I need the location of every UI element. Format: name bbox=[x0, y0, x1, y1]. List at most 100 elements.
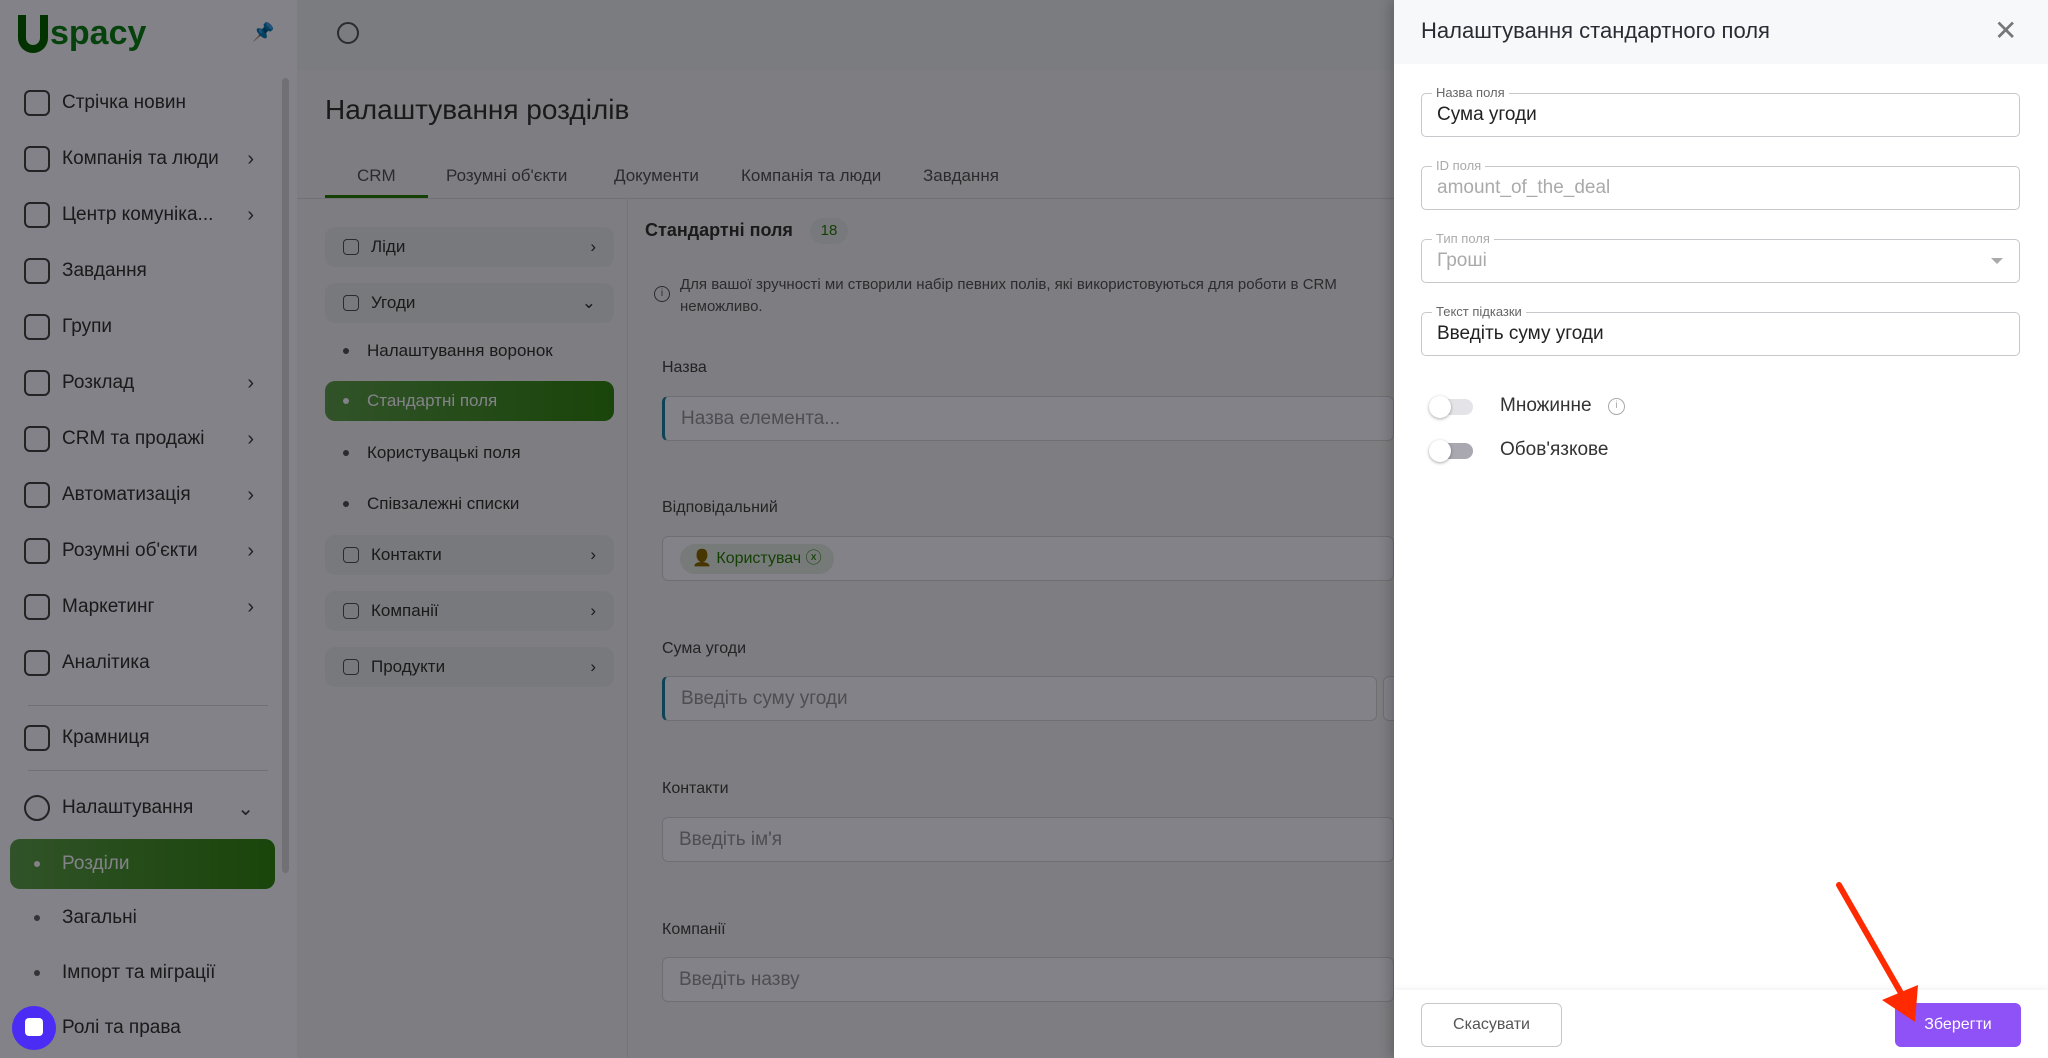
close-icon[interactable]: ✕ bbox=[1994, 15, 2018, 46]
value: Гроші bbox=[1437, 250, 1487, 271]
sidebar-item[interactable]: Розумні об'єкти › bbox=[24, 531, 274, 571]
chevron-right-icon: › bbox=[247, 483, 254, 506]
divider bbox=[627, 198, 628, 1058]
companies-input[interactable]: Введіть назву bbox=[662, 957, 1394, 1002]
sidebar-item[interactable]: Розклад › bbox=[24, 363, 274, 403]
label: Маркетинг bbox=[62, 596, 155, 617]
sidebar-item[interactable]: Стрічка новин bbox=[24, 83, 274, 123]
label: Користувацькі поля bbox=[367, 443, 521, 462]
sidebar-item[interactable]: Маркетинг › bbox=[24, 587, 274, 627]
list-sub-custom-fields[interactable]: Користувацькі поля bbox=[325, 433, 614, 473]
dimmed-page-behind-modal[interactable]: spacy 📌 Стрічка новин Компанія та люди › Це… bbox=[0, 0, 1401, 1058]
chevron-right-icon: › bbox=[247, 595, 254, 618]
hint-text-input[interactable]: Текст підказки Введіть суму угоди bbox=[1421, 304, 2020, 356]
divider bbox=[297, 198, 1394, 199]
sidebar-item[interactable]: Автоматизація › bbox=[24, 475, 274, 515]
label: Автоматизація bbox=[62, 484, 191, 505]
chevron-right-icon: › bbox=[247, 147, 254, 170]
gear-icon bbox=[24, 795, 50, 821]
cancel-button[interactable]: Скасувати bbox=[1421, 1003, 1562, 1047]
count-badge: 18 bbox=[810, 218, 848, 244]
chevron-down-icon: ⌄ bbox=[581, 293, 596, 312]
label: Співзалежні списки bbox=[367, 494, 520, 513]
user-chip[interactable]: 👤 Користувач ⓧ bbox=[680, 544, 834, 574]
store-icon bbox=[24, 725, 50, 751]
page-title: Налаштування розділів bbox=[325, 94, 630, 125]
list-sub-standard-fields[interactable]: Стандартні поля bbox=[325, 381, 614, 421]
sidebar-item[interactable]: Завдання bbox=[24, 251, 274, 291]
list-item-deals[interactable]: Угоди ⌄ bbox=[325, 283, 614, 323]
info-icon[interactable]: i bbox=[1608, 398, 1625, 415]
chart-icon bbox=[24, 650, 50, 676]
info-note: i Для вашої зручності ми створили набір п… bbox=[650, 274, 1390, 318]
panel-footer: Скасувати Зберегти bbox=[1394, 990, 2048, 1058]
sidebar-item[interactable]: Групи bbox=[24, 307, 274, 347]
sidebar-item-settings[interactable]: Налаштування ⌄ bbox=[24, 788, 274, 828]
remove-icon[interactable]: ⓧ bbox=[805, 550, 822, 567]
divider bbox=[28, 770, 268, 771]
sidebar-item[interactable]: Аналітика bbox=[24, 643, 274, 683]
multiple-label: Множинне bbox=[1500, 395, 1592, 416]
list-sub-funnels[interactable]: Налаштування воронок bbox=[325, 331, 614, 371]
info-text: неможливо. bbox=[680, 298, 763, 315]
required-label: Обов'язкове bbox=[1500, 439, 1609, 460]
list-item-companies[interactable]: Компанії › bbox=[325, 591, 614, 631]
caret-down-icon bbox=[1991, 258, 2003, 270]
label: Ліди bbox=[371, 237, 406, 256]
multiple-toggle[interactable] bbox=[1429, 396, 1473, 418]
sidebar-sub-general[interactable]: Загальні bbox=[10, 893, 275, 943]
list-item-products[interactable]: Продукти › bbox=[325, 647, 614, 687]
chevron-right-icon: › bbox=[590, 657, 596, 676]
scan-icon bbox=[24, 538, 50, 564]
save-button[interactable]: Зберегти bbox=[1895, 1003, 2021, 1047]
sidebar-item-store[interactable]: Крамниця bbox=[24, 718, 274, 758]
sidebar-item[interactable]: Компанія та люди › bbox=[24, 139, 274, 179]
label: Назва поля bbox=[1432, 85, 1509, 101]
sidebar-item[interactable]: CRM та продажі › bbox=[24, 419, 274, 459]
required-toggle[interactable] bbox=[1429, 440, 1473, 462]
logo[interactable]: spacy bbox=[18, 14, 146, 53]
sidebar-item[interactable]: Центр комуніка... › bbox=[24, 195, 274, 235]
sidebar-sub-import[interactable]: Імпорт та міграції bbox=[10, 948, 275, 998]
tab-crm[interactable]: CRM bbox=[357, 166, 396, 185]
field-settings-panel: Налаштування стандартного поля ✕ Назва п… bbox=[1394, 0, 2048, 1058]
lightning-icon bbox=[24, 482, 50, 508]
chevron-right-icon: › bbox=[590, 545, 596, 564]
check-circle-icon bbox=[24, 258, 50, 284]
tab-company-people[interactable]: Компанія та люди bbox=[741, 166, 882, 185]
label: Компанія та люди bbox=[62, 148, 219, 169]
home-icon bbox=[24, 90, 50, 116]
amount-input[interactable]: Введіть суму угоди bbox=[662, 676, 1377, 721]
pin-icon[interactable]: 📌 bbox=[252, 22, 275, 42]
search-icon[interactable] bbox=[337, 22, 359, 44]
chevron-right-icon: › bbox=[247, 371, 254, 394]
chat-widget-button[interactable] bbox=[12, 1006, 56, 1050]
label: Центр комуніка... bbox=[62, 204, 214, 225]
label: Розклад bbox=[62, 372, 135, 393]
top-bar bbox=[297, 0, 1394, 70]
marketing-icon bbox=[24, 594, 50, 620]
name-input[interactable]: Назва елемента... bbox=[662, 396, 1394, 441]
field-label: Контакти bbox=[662, 780, 729, 797]
info-icon: i bbox=[654, 286, 670, 302]
chevron-right-icon: › bbox=[247, 539, 254, 562]
users-icon bbox=[24, 314, 50, 340]
list-item-leads[interactable]: Ліди › bbox=[325, 227, 614, 267]
tab-smart-objects[interactable]: Розумні об'єкти bbox=[446, 166, 568, 185]
field-name-input[interactable]: Назва поля Сума угоди bbox=[1421, 85, 2020, 137]
list-item-contacts[interactable]: Контакти › bbox=[325, 535, 614, 575]
value: amount_of_the_deal bbox=[1437, 177, 1611, 198]
chevron-down-icon: ⌄ bbox=[237, 797, 254, 820]
contacts-input[interactable]: Введіть ім'я bbox=[662, 817, 1394, 862]
active-tab-indicator bbox=[325, 195, 428, 198]
tab-tasks[interactable]: Завдання bbox=[923, 166, 999, 185]
label: Стандартні поля bbox=[367, 391, 498, 410]
user-icon: 👤 bbox=[692, 550, 717, 567]
field-label: Назва bbox=[662, 359, 707, 376]
box-icon bbox=[343, 659, 359, 675]
tab-documents[interactable]: Документи bbox=[614, 166, 699, 185]
label: Стрічка новин bbox=[62, 92, 186, 113]
list-sub-dependent-lists[interactable]: Співзалежні списки bbox=[325, 484, 614, 524]
sidebar-scrollbar[interactable] bbox=[282, 78, 289, 873]
sidebar-sub-sections[interactable]: Розділи bbox=[10, 839, 275, 889]
